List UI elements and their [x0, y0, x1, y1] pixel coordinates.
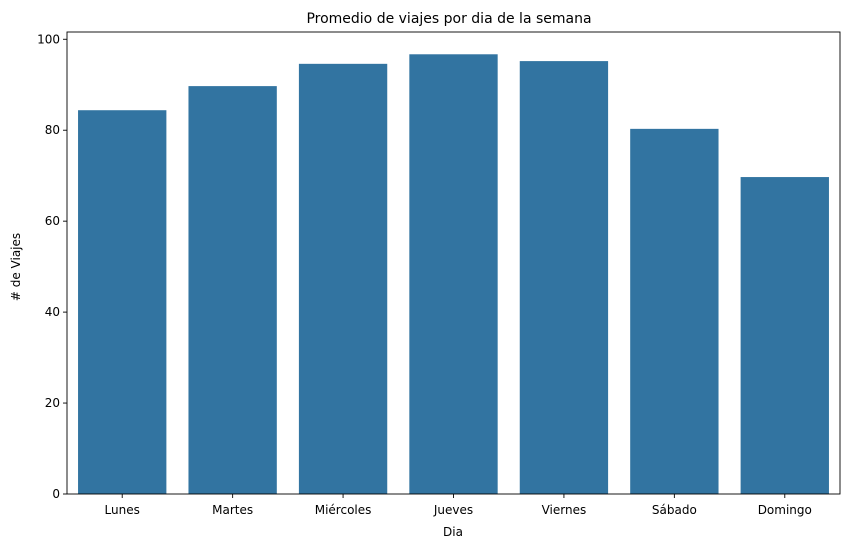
plot-frame	[66, 31, 841, 495]
chart-title: Promedio de viajes por dia de la semana	[306, 11, 591, 27]
x-tick-label-6: Domingo	[758, 503, 812, 517]
y-tick-label-0: 0	[52, 487, 60, 501]
x-tick-label-0: Lunes	[105, 503, 140, 517]
x-axis: Lunes Martes Miércoles Jueves Viernes Sábado D…	[105, 494, 812, 517]
x-tick-label-5: Sábado	[652, 503, 697, 517]
bars-group	[78, 54, 829, 495]
bar-5	[630, 128, 719, 494]
bar-4	[519, 61, 609, 495]
y-tick-label-5: 100	[37, 32, 60, 46]
y-axis-label: # de Viajes	[9, 233, 23, 301]
bar-0	[78, 110, 167, 495]
x-tick-label-4: Viernes	[542, 503, 587, 517]
x-tick-label-2: Miércoles	[315, 503, 372, 517]
y-tick-label-1: 20	[45, 396, 60, 410]
y-axis: 0 20 40 60 80 100	[37, 32, 67, 501]
y-tick-label-2: 40	[45, 305, 60, 319]
bar-1	[188, 86, 277, 494]
x-tick-label-1: Martes	[212, 503, 253, 517]
bar-2	[298, 63, 388, 494]
x-axis-label: Dia	[443, 525, 463, 539]
x-tick-label-3: Jueves	[433, 503, 473, 517]
y-tick-label-3: 60	[45, 214, 60, 228]
bar-3	[409, 54, 498, 494]
y-tick-label-4: 80	[45, 123, 60, 137]
bar-6	[740, 177, 829, 495]
